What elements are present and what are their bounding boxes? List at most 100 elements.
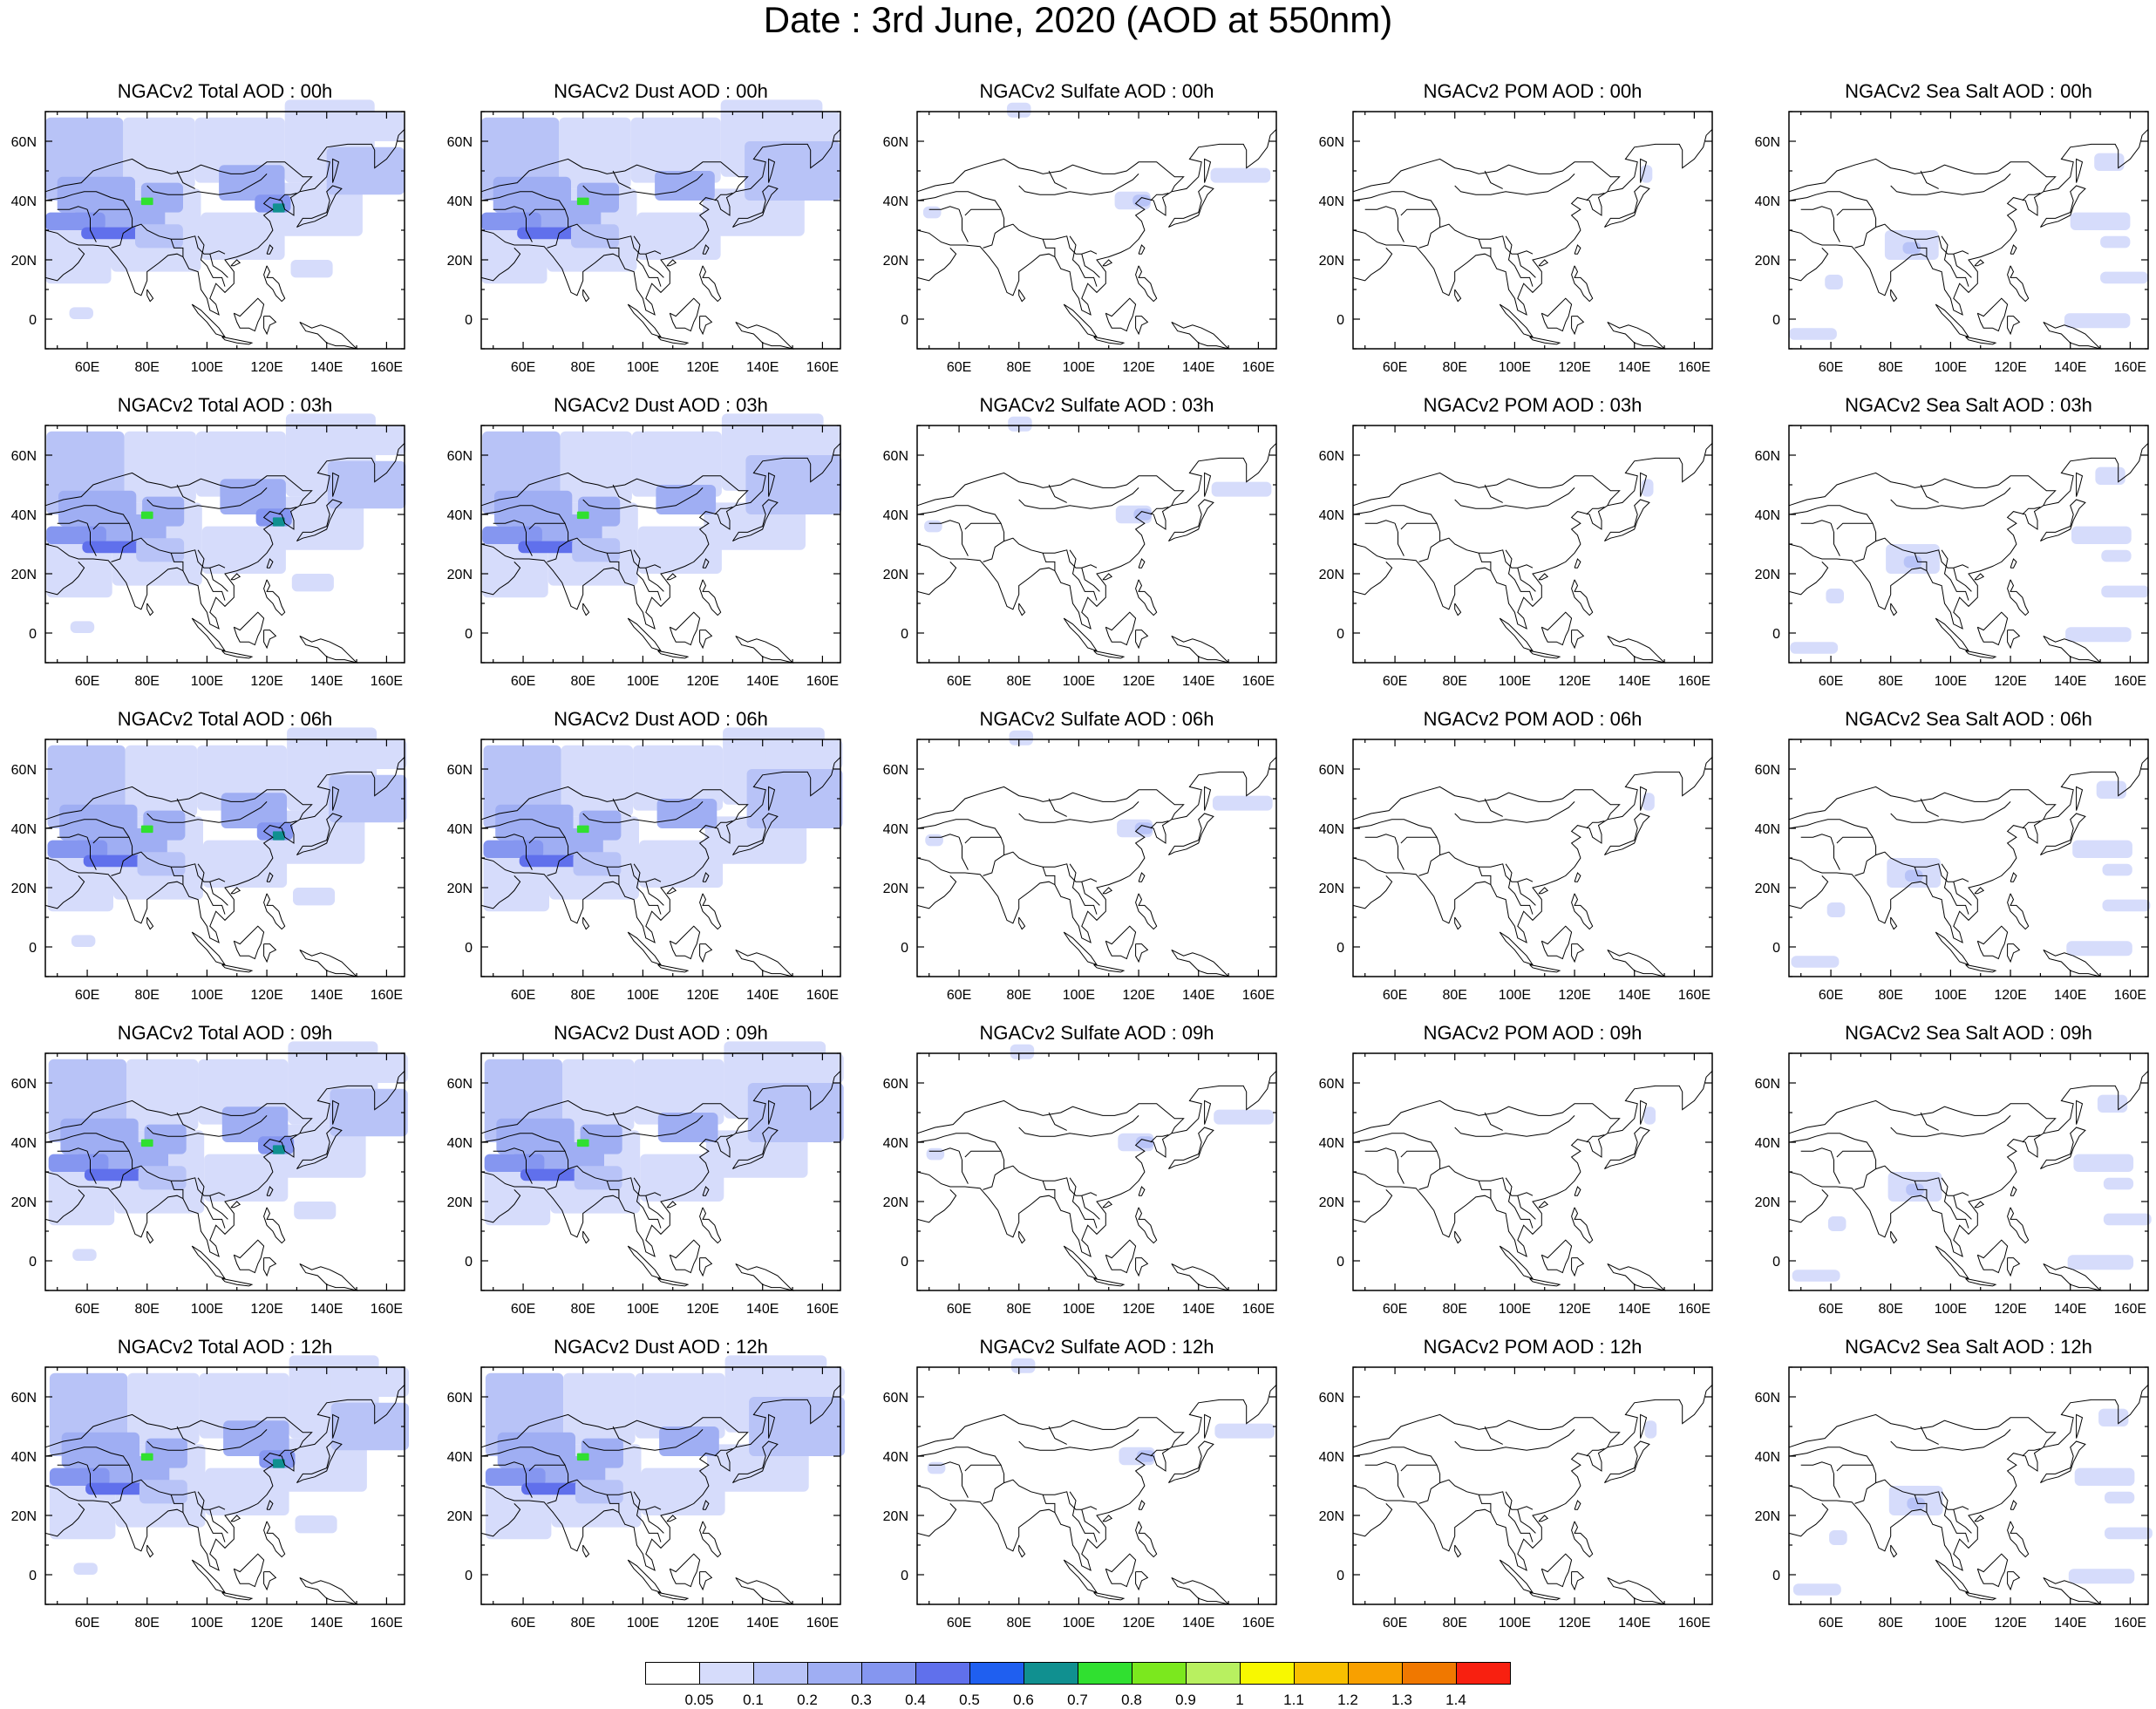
x-tick-label: 80E [1878, 1616, 1902, 1631]
panel-title: NGACv2 Total AOD : 00h [117, 80, 333, 102]
x-tick-label: 160E [2114, 674, 2146, 689]
x-tick-label: 160E [1242, 1616, 1275, 1631]
tick-marks [917, 1052, 1276, 1291]
coastline [1800, 1147, 1832, 1152]
aod-field [481, 99, 840, 284]
coastline [44, 819, 133, 876]
panel-title: NGACv2 Sea Salt AOD : 06h [1845, 708, 2092, 730]
x-tick-label: 160E [1678, 988, 1711, 1003]
coastline [916, 129, 1277, 316]
y-tick-label: 0 [465, 941, 473, 956]
aod-patch [48, 1154, 109, 1172]
coastline [1574, 872, 1581, 882]
coastline [1135, 1571, 1149, 1591]
coastline [1890, 487, 2011, 509]
coastline [582, 603, 590, 616]
colorbar-swatch [1348, 1662, 1403, 1685]
coastline [657, 650, 690, 659]
x-tick-label: 60E [1383, 674, 1407, 689]
coastline [964, 836, 1002, 844]
coastline [645, 568, 664, 592]
y-tick-label: 0 [1336, 1569, 1344, 1583]
y-tick-label: 60N [883, 449, 908, 464]
coastline [1517, 254, 1536, 278]
coastline [1788, 562, 1829, 596]
coastline [669, 1553, 701, 1588]
aod-patch [764, 426, 842, 455]
coastline [702, 1186, 710, 1196]
tick-marks [1353, 1052, 1712, 1291]
coastline [1875, 1165, 1969, 1196]
x-tick-label: 120E [1558, 360, 1590, 375]
aod-patch [1135, 1136, 1154, 1148]
x-tick-label: 160E [371, 1302, 403, 1317]
coastline [916, 786, 1185, 820]
aod-patch [517, 227, 583, 240]
coastline [1603, 1440, 1650, 1484]
coastline [2007, 265, 2030, 303]
coastline [1586, 1134, 1605, 1143]
coastline [958, 837, 969, 870]
coastline [568, 223, 662, 255]
coastline [928, 834, 960, 838]
aod-patch [1134, 822, 1153, 834]
coastline [1499, 303, 1534, 338]
coastline [209, 254, 228, 278]
coastline [44, 158, 313, 193]
coastline [221, 1277, 254, 1287]
x-tick-label: 140E [310, 360, 343, 375]
coastline [1941, 235, 1969, 287]
aod-patch [705, 1130, 808, 1178]
colorbar-label: 0.2 [797, 1692, 818, 1708]
coastline [1920, 1426, 1939, 1445]
coastline [176, 170, 195, 189]
coastline [1571, 893, 1594, 930]
aod-patch [1903, 555, 1922, 569]
x-tick-label: 100E [191, 360, 223, 375]
y-tick-label: 20N [1755, 882, 1780, 896]
coastline [1603, 1127, 1650, 1170]
coastline [1352, 191, 1441, 249]
colorbar-label: 0.7 [1067, 1692, 1088, 1708]
map-panel: 60E 80E 100E 120E 140E 160E 60N 40N 20N 0 [883, 102, 1277, 375]
aod-field [48, 1041, 408, 1261]
coastline [1571, 943, 1585, 963]
coastline [1081, 882, 1100, 906]
coastline [233, 611, 265, 646]
coastline [1953, 1195, 1972, 1220]
map-panel: 60E 80E 100E 120E 140E 160E 60N 40N 20N 0 [447, 1041, 844, 1317]
y-tick-label: 0 [901, 1255, 908, 1270]
y-tick-label: 60N [1319, 1077, 1344, 1092]
aod-patch [579, 810, 622, 841]
aod-patch [633, 745, 724, 811]
colorbar-swatch [1402, 1662, 1457, 1685]
x-tick-label: 100E [1935, 674, 1967, 689]
tick-marks [45, 1366, 405, 1605]
coastline [582, 916, 590, 930]
coastline [493, 834, 524, 838]
aod-patch [85, 1482, 152, 1495]
coastline [1439, 1165, 1534, 1196]
aod-patch [2102, 863, 2132, 876]
coastline [1069, 1177, 1098, 1229]
coastline [714, 1448, 733, 1457]
aod-patch [82, 541, 148, 554]
x-tick-label: 120E [686, 1302, 718, 1317]
y-tick-label: 40N [1319, 822, 1344, 837]
coastline [1352, 1133, 1441, 1190]
aod-patch [1640, 165, 1653, 183]
aod-field [45, 99, 405, 319]
y-tick-label: 0 [1336, 1255, 1344, 1270]
coastline [1400, 208, 1438, 216]
coastline [528, 1150, 566, 1158]
x-tick-label: 100E [1499, 1302, 1531, 1317]
coastline [221, 1591, 254, 1601]
coastline [699, 1207, 722, 1244]
aod-patch [203, 840, 288, 888]
coastline [1976, 1239, 2009, 1274]
map-frame [916, 425, 1277, 664]
coastline [480, 1133, 569, 1190]
aod-patch [2105, 1491, 2135, 1504]
x-tick-label: 160E [371, 988, 403, 1003]
coastline [1167, 185, 1214, 228]
